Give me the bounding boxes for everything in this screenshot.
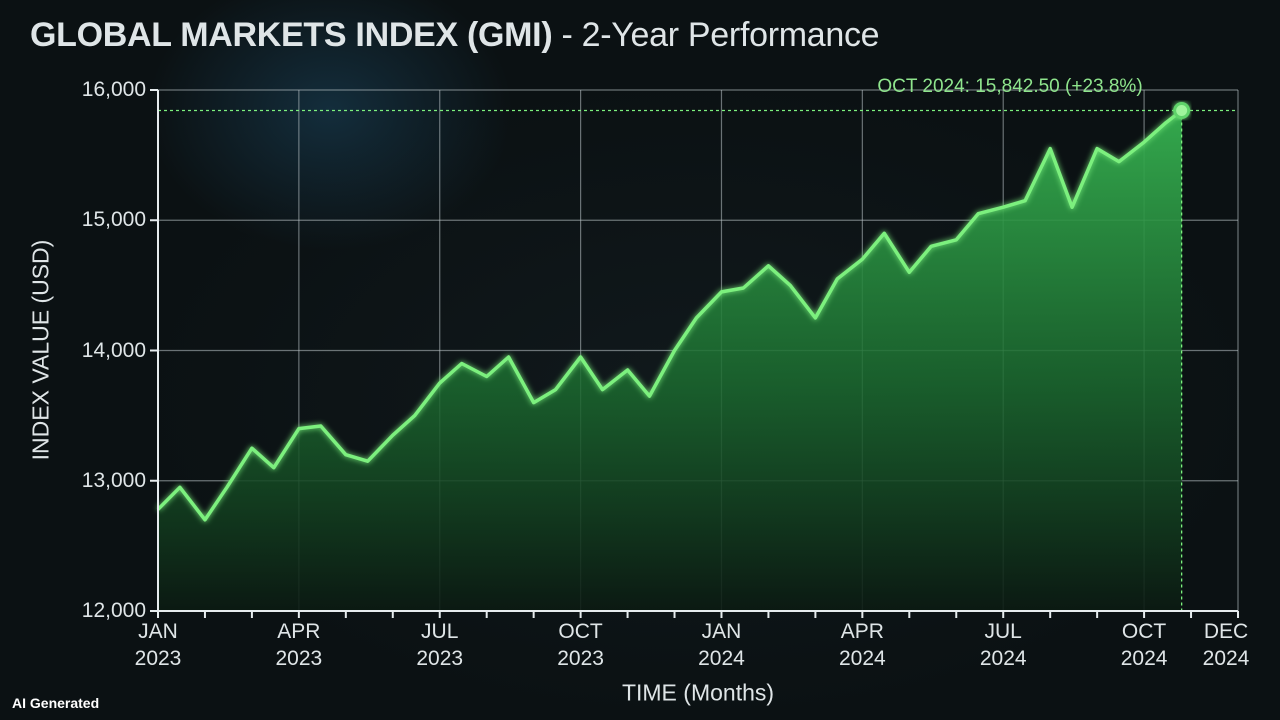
x-tick-label-year: 2024 <box>698 647 745 670</box>
y-tick-label: 13,000 <box>81 468 146 492</box>
last-value-annotation: OCT 2024: 15,842.50 (+23.8%) <box>877 76 1143 97</box>
y-tick-label: 12,000 <box>81 599 146 622</box>
x-tick-label-year: 2023 <box>416 647 464 670</box>
x-tick-label-month: APR <box>840 620 884 643</box>
x-tick-label-month: JAN <box>701 620 742 643</box>
x-tick-label-year: 2024 <box>838 647 886 670</box>
y-tick-label: 16,000 <box>81 78 146 101</box>
chart-title: GLOBAL MARKETS INDEX (GMI) - 2-Year Perf… <box>30 16 880 55</box>
x-tick-label-month: DEC <box>1203 620 1249 643</box>
x-tick-label: JUL 2023 <box>395 618 485 672</box>
x-tick-label-month: OCT <box>558 620 603 643</box>
axes <box>150 89 1239 618</box>
x-tick-label: JUL 2024 <box>958 618 1048 672</box>
x-tick-label-month: JAN <box>138 620 178 643</box>
ai-generated-watermark: AI Generated <box>12 695 100 711</box>
x-tick-label: DEC 2024 <box>1181 618 1271 672</box>
x-tick-label: APR 2023 <box>254 618 344 672</box>
x-tick-label: JAN 2023 <box>113 618 203 672</box>
y-tick-label: 14,000 <box>81 338 146 362</box>
x-tick-label-year: 2024 <box>1120 647 1168 670</box>
chart-title-main: GLOBAL MARKETS INDEX (GMI) <box>30 16 553 54</box>
x-tick-label-year: 2023 <box>275 647 323 670</box>
series-line <box>156 109 1183 522</box>
x-tick-label-year: 2023 <box>557 647 604 670</box>
annotation-guides <box>158 109 1238 611</box>
x-tick-label: OCT 2024 <box>1099 618 1189 672</box>
chart-title-sub: - 2-Year Performance <box>552 16 880 54</box>
x-tick-label: APR 2024 <box>817 618 907 672</box>
last-value-marker <box>1173 102 1191 120</box>
x-axis-label: TIME (Months) <box>621 679 775 706</box>
x-tick-label: JAN 2024 <box>676 618 766 672</box>
x-tick-label: OCT 2023 <box>536 618 626 672</box>
y-tick-label: 15,000 <box>81 208 146 232</box>
x-tick-label-year: 2023 <box>134 647 182 670</box>
x-tick-label-month: APR <box>277 620 321 643</box>
x-tick-label-month: OCT <box>1121 620 1167 643</box>
x-tick-label-year: 2024 <box>1202 647 1250 670</box>
x-tick-label-year: 2024 <box>979 647 1027 670</box>
x-tick-label-month: JUL <box>984 620 1022 643</box>
x-tick-label-month: JUL <box>421 620 459 643</box>
